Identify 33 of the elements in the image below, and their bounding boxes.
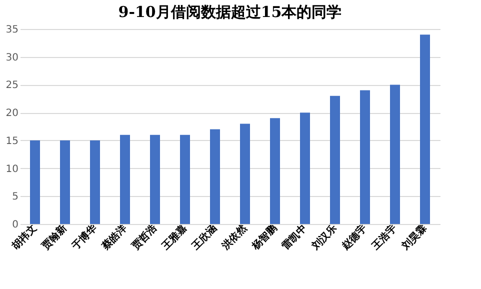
bar: [240, 124, 250, 224]
y-tick-label: 25: [6, 80, 18, 92]
bar: [60, 140, 70, 224]
bar: [360, 90, 370, 224]
bar: [300, 112, 310, 224]
chart-title: 9-10月借阅数据超过15本的同学: [118, 3, 342, 21]
x-tick-label: 王雅嘉: [158, 222, 190, 253]
bar: [150, 134, 160, 224]
y-tick-label: 5: [12, 192, 18, 203]
bar: [270, 118, 280, 224]
y-tick-label: 20: [6, 108, 18, 120]
x-tick-label: 雷凯中: [280, 222, 310, 252]
y-tick-label: 30: [6, 52, 18, 64]
x-tick-label: 贾哲浩: [128, 222, 160, 253]
y-tick-label: 0: [12, 220, 18, 230]
y-tick-label: 35: [6, 24, 18, 36]
x-tick-label: 于博华: [68, 222, 100, 253]
bar: [120, 134, 130, 224]
bar: [30, 140, 40, 224]
bar: [330, 96, 340, 224]
x-tick-label: 王欣涵: [188, 222, 220, 253]
x-tick-label: 洪依然: [218, 222, 250, 253]
x-tick-label: 刘汉乐: [308, 222, 340, 253]
y-tick-label: 15: [6, 136, 18, 147]
x-tick-label: 蔡皓洋: [98, 222, 130, 253]
bar: [420, 34, 430, 224]
bar: [90, 140, 100, 224]
bar: [390, 84, 400, 224]
y-tick-label: 10: [6, 164, 18, 175]
bar: [210, 129, 220, 224]
x-tick-label: 贾翰新: [38, 222, 70, 253]
x-tick-label: 杨智鹏: [248, 222, 280, 253]
bar: [180, 134, 190, 224]
